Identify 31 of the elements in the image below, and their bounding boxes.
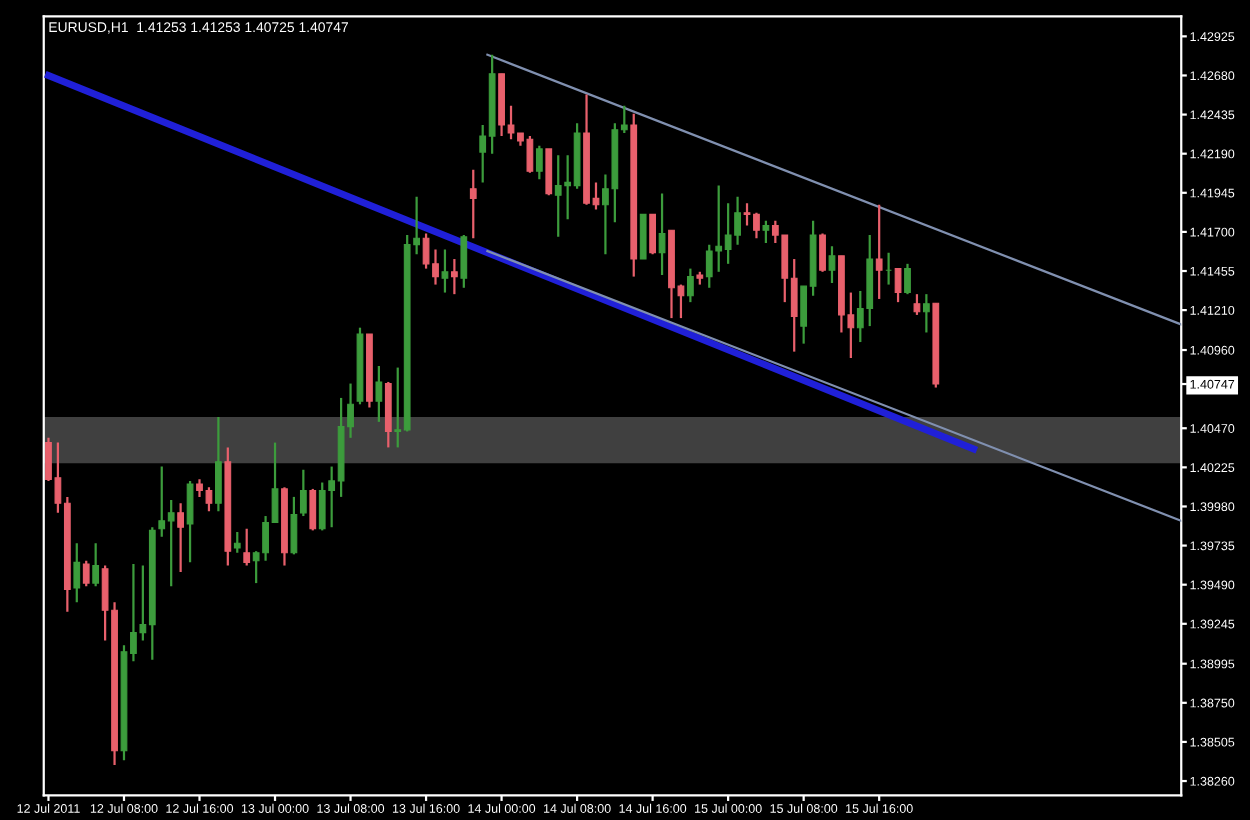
candlestick — [214, 415, 222, 513]
candlestick — [922, 293, 930, 334]
candlestick — [828, 245, 836, 285]
candlestick — [894, 267, 902, 304]
candlestick — [913, 293, 921, 317]
candlestick — [450, 257, 458, 296]
candlestick — [639, 213, 647, 260]
candlestick — [186, 479, 194, 564]
candlestick — [309, 487, 317, 532]
candlestick — [290, 495, 298, 556]
candlestick — [243, 527, 251, 567]
candlestick — [299, 468, 307, 518]
candlestick — [658, 192, 666, 277]
candlestick — [469, 168, 477, 240]
candlestick — [762, 219, 770, 245]
candlestick — [177, 502, 185, 574]
candlestick — [545, 147, 553, 197]
candlestick — [441, 248, 449, 294]
candlestick — [904, 262, 911, 296]
candlestick — [649, 213, 657, 256]
candlestick — [686, 267, 694, 304]
candlestick — [92, 542, 100, 588]
candlestick — [535, 144, 543, 181]
candlestick — [73, 542, 81, 604]
candlestick — [82, 559, 90, 588]
candlestick — [384, 380, 392, 449]
candlestick — [875, 203, 883, 301]
candlestick — [375, 364, 383, 423]
candlestick — [819, 232, 826, 273]
candlestick — [233, 530, 241, 554]
candlestick — [460, 233, 468, 289]
